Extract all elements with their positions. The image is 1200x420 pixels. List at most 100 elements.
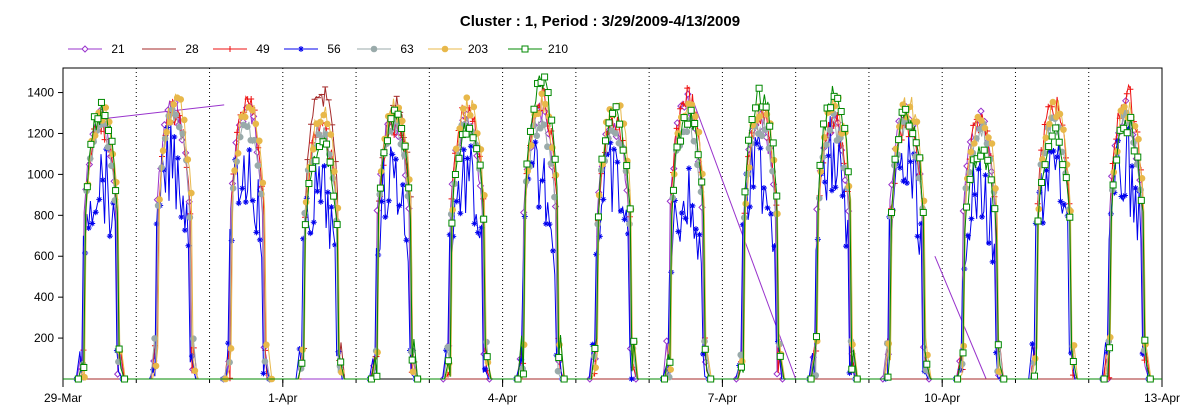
data-point	[737, 363, 745, 371]
data-point	[773, 370, 781, 378]
data-point	[762, 103, 770, 111]
data-point	[609, 109, 617, 117]
data-point	[884, 373, 892, 381]
x-axis: 29-Mar 1-Apr 4-Apr 7-Apr 10-Apr 13-Apr	[44, 379, 1180, 405]
data-point	[453, 198, 460, 205]
data-point	[812, 333, 820, 341]
data-point	[396, 202, 403, 209]
data-point	[692, 226, 699, 233]
series-210	[63, 73, 1162, 383]
data-point	[682, 215, 689, 222]
legend: 21 28 49 56 63 203 210	[68, 42, 568, 56]
data-point	[462, 130, 470, 138]
data-point	[473, 145, 481, 153]
data-point	[821, 179, 828, 186]
data-point	[1045, 143, 1053, 151]
data-point	[1104, 349, 1111, 356]
data-point	[298, 46, 304, 52]
data-point	[914, 233, 921, 240]
data-point	[526, 127, 534, 135]
data-point	[1118, 193, 1125, 200]
data-point	[519, 370, 527, 378]
data-point	[108, 162, 115, 170]
data-point	[246, 146, 253, 153]
data-point	[514, 375, 522, 383]
data-point	[739, 221, 746, 228]
data-point	[263, 341, 270, 349]
data-point	[745, 136, 753, 144]
legend-label: 28	[185, 42, 199, 56]
data-point	[466, 112, 474, 119]
data-point	[414, 375, 422, 383]
data-point	[327, 131, 335, 138]
data-point	[678, 210, 685, 217]
data-point	[387, 115, 395, 123]
legend-item-203: 203	[428, 42, 488, 56]
data-point	[1106, 333, 1114, 341]
data-point	[105, 126, 113, 134]
data-point	[614, 159, 621, 166]
data-point	[256, 137, 263, 145]
data-point	[1046, 148, 1053, 155]
data-point	[593, 251, 600, 258]
data-point	[408, 356, 416, 364]
data-point	[248, 96, 255, 103]
data-point	[309, 146, 317, 153]
data-point	[370, 45, 378, 53]
data-point	[766, 122, 774, 130]
data-point	[750, 183, 757, 190]
data-point	[538, 90, 546, 98]
data-point	[104, 143, 112, 151]
data-point	[696, 231, 703, 238]
data-point	[184, 156, 192, 163]
data-point	[964, 232, 971, 239]
data-point	[807, 375, 815, 383]
data-point	[1130, 147, 1138, 155]
data-point	[337, 358, 345, 366]
data-point	[984, 156, 992, 164]
data-point	[101, 112, 109, 120]
data-point	[967, 148, 975, 156]
y-tick-label: 200	[34, 331, 54, 345]
data-point	[916, 154, 924, 162]
data-point	[399, 181, 406, 188]
data-point	[977, 107, 985, 115]
legend-label: 21	[111, 42, 125, 56]
data-point	[378, 198, 385, 205]
data-point	[843, 243, 850, 250]
data-point	[912, 139, 920, 147]
data-point	[188, 189, 195, 197]
data-point	[115, 345, 123, 353]
data-point	[692, 113, 699, 120]
legend-item-56: 56	[284, 42, 341, 56]
data-point	[467, 143, 474, 150]
data-point	[1133, 161, 1141, 168]
data-point	[455, 154, 463, 162]
data-point	[615, 139, 623, 147]
data-point	[310, 219, 317, 226]
data-point	[403, 237, 410, 244]
y-tick-label: 1000	[27, 167, 54, 181]
data-point	[905, 122, 913, 130]
data-point	[544, 89, 552, 97]
data-point	[971, 191, 978, 198]
data-point	[459, 105, 467, 112]
data-point	[328, 204, 335, 211]
data-point	[994, 341, 1002, 349]
data-point	[524, 167, 531, 175]
x-tick-label: 13-Apr	[1144, 391, 1180, 405]
data-point	[671, 197, 678, 204]
data-point	[695, 128, 703, 136]
data-point	[1068, 350, 1075, 357]
data-point	[918, 220, 925, 227]
data-point	[752, 104, 760, 112]
data-point	[755, 84, 763, 92]
legend-item-21: 21	[68, 42, 125, 56]
data-point	[99, 177, 106, 184]
data-point	[1067, 207, 1074, 215]
data-point	[315, 143, 323, 151]
data-point	[848, 365, 856, 373]
data-point	[982, 172, 989, 179]
data-point	[450, 233, 457, 240]
data-point	[1052, 124, 1060, 132]
